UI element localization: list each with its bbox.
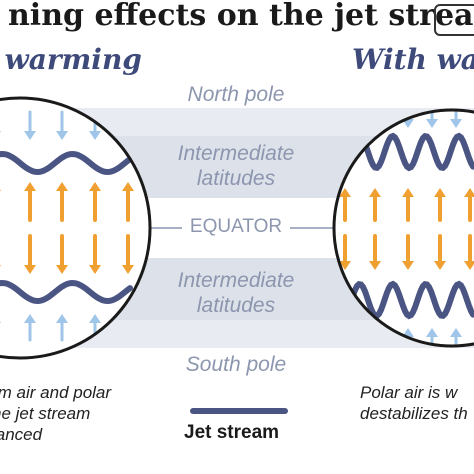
caption-left-line2: he jet stream	[0, 404, 91, 423]
legend-jet-stream-label: Jet stream	[184, 422, 280, 443]
label-intermediate-top: Intermediate latitudes	[146, 141, 326, 191]
caption-right: Polar air is w destabilizes th	[360, 382, 468, 424]
warm-arrow	[339, 234, 351, 270]
caption-left-line3: lanced	[0, 425, 43, 444]
right-globe	[332, 108, 474, 348]
warm-arrow	[24, 182, 36, 222]
warm-arrow	[434, 188, 446, 222]
heading-with-warming: With wa	[352, 43, 474, 76]
label-intermediate-top-line1: Intermediate	[177, 142, 295, 165]
diagram-title: ning effects on the jet stream	[8, 0, 474, 33]
polar-arrow	[24, 314, 36, 342]
jet-stream-south	[334, 280, 474, 320]
label-intermediate-bottom-line1: Intermediate	[177, 269, 295, 292]
caption-right-line2: destabilizes th	[360, 404, 468, 423]
warm-arrow	[24, 234, 36, 274]
warm-arrow	[89, 182, 101, 222]
warm-arrow	[122, 182, 134, 222]
warm-arrow	[369, 234, 381, 270]
warm-arrow	[339, 188, 351, 222]
legend-jet-stream-swatch	[190, 408, 288, 414]
label-intermediate-top-line2: latitudes	[196, 167, 276, 190]
polar-arrow	[24, 110, 36, 140]
polar-arrow	[56, 314, 68, 342]
jet-stream-north	[0, 150, 133, 176]
warm-arrow	[434, 234, 446, 270]
warm-arrow	[369, 188, 381, 222]
heading-without-warming: t warming	[0, 43, 142, 76]
warm-arrow	[402, 234, 414, 270]
warm-arrow	[464, 188, 474, 222]
warm-arrow	[56, 234, 68, 274]
caption-left-line1: rm air and polar	[0, 383, 112, 402]
jet-stream-south	[0, 279, 133, 305]
label-north-pole: North pole	[187, 83, 285, 106]
caption-left: rm air and polar he jet stream lanced	[0, 382, 111, 445]
warm-arrow	[56, 182, 68, 222]
label-equator: EQUATOR	[182, 216, 290, 238]
left-globe	[0, 96, 152, 360]
warm-arrow	[402, 188, 414, 222]
warm-arrow	[464, 234, 474, 270]
label-intermediate-bottom-line2: latitudes	[196, 294, 276, 317]
warm-arrow	[122, 234, 134, 274]
title-corner-box	[434, 4, 474, 36]
label-intermediate-bottom: Intermediate latitudes	[146, 268, 326, 318]
warm-arrow	[89, 234, 101, 274]
polar-arrow	[56, 110, 68, 140]
label-south-pole: South pole	[185, 353, 287, 376]
caption-right-line1: Polar air is w	[360, 383, 458, 402]
